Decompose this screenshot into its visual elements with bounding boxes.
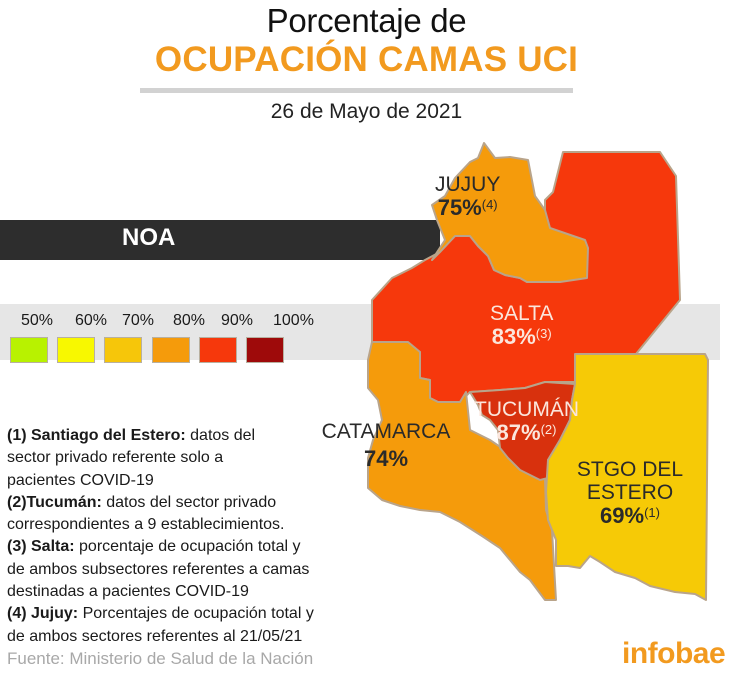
footnote-ref: (3) (535, 326, 552, 342)
label-jujuy: JUJUY 75%(4) (435, 173, 500, 220)
province-name: TUCUMÁN (474, 398, 579, 421)
title-divider (140, 88, 573, 93)
footnote-ref: (2) (540, 422, 557, 438)
footnote-ref: (4) (481, 197, 498, 213)
footnote-ref: (2)Tucumán: (7, 493, 102, 511)
region-bar (0, 220, 440, 260)
source-credit: Fuente: Ministerio de Salud de la Nación (7, 649, 314, 668)
province-name-1: STGO DEL (576, 458, 684, 481)
legend-swatch-80 (152, 337, 190, 363)
footnote-3: (3) Salta: porcentaje de ocupación total… (7, 538, 310, 601)
province-jujuy (431, 142, 589, 283)
footnote-ref: (3) Salta: (7, 538, 75, 556)
province-value: 75% (437, 195, 482, 221)
footnote-ref: (1) (644, 505, 660, 521)
label-catamarca: CATAMARCA 74% (306, 420, 466, 471)
legend-swatch-100 (246, 337, 284, 363)
province-value: 74% (363, 446, 409, 472)
province-catamarca (367, 341, 557, 601)
legend-label: 60% (75, 312, 108, 329)
province-santiago (545, 353, 709, 601)
brand-logo: infobae (622, 637, 726, 670)
province-name-2: ESTERO (586, 481, 674, 505)
province-name: SALTA (490, 302, 554, 325)
label-tucuman: TUCUMÁN 87%(2) (474, 398, 579, 445)
legend-swatch-60 (57, 337, 95, 363)
title-line-1: Porcentaje de (266, 2, 467, 39)
footnote-ref: (1) Santiago del Estero: (7, 427, 186, 444)
footnotes: (1) Santiago del Estero: datos del secto… (7, 425, 387, 648)
legend-swatch-70 (104, 337, 142, 363)
legend-swatch-50 (10, 337, 48, 363)
legend-swatch-90 (199, 337, 237, 363)
label-santiago: STGO DEL ESTERO 69%(1) (570, 458, 690, 528)
label-salta: SALTA 83%(3) (490, 302, 553, 349)
legend-label: 80% (173, 312, 206, 329)
region-label: NOA (122, 224, 176, 251)
footnote-ref: (4) Jujuy: (7, 605, 79, 623)
legend-label: 50% (21, 312, 54, 329)
province-value: 69% (600, 503, 645, 529)
legend-label: 100% (273, 312, 314, 329)
footnote-1: (1) Santiago del Estero: datos del secto… (7, 427, 256, 489)
legend-label: 70% (122, 312, 155, 329)
footnote-2: (2)Tucumán: datos del sector privado cor… (7, 493, 285, 534)
province-value: 83% (491, 324, 536, 350)
title-line-2: OCUPACIÓN CAMAS UCI (154, 40, 579, 79)
legend-label: 90% (221, 312, 254, 329)
province-name: JUJUY (435, 173, 501, 196)
footnote-4: (4) Jujuy: Porcentajes de ocupación tota… (7, 605, 314, 645)
province-value: 87% (496, 420, 541, 446)
province-name: CATAMARCA (321, 420, 451, 443)
date-subtitle: 26 de Mayo de 2021 (270, 100, 463, 123)
